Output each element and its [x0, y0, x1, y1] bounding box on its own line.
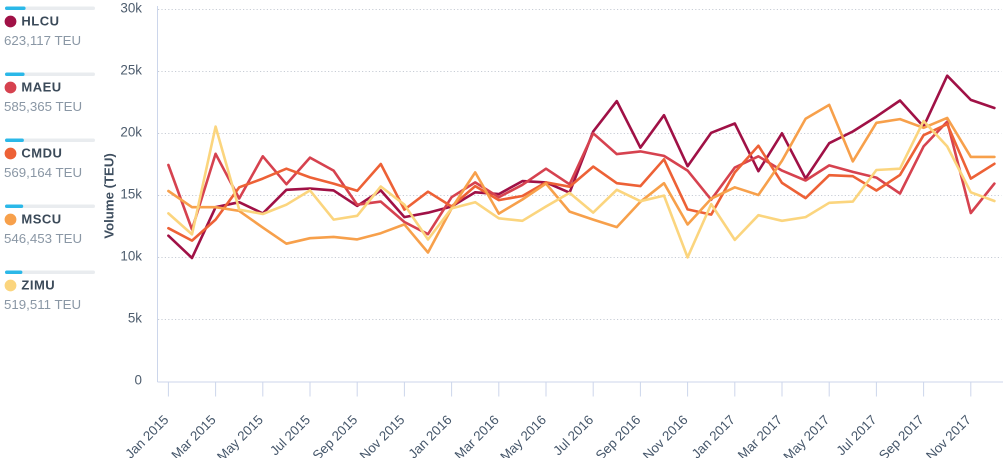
- svg-text:Nov 2017: Nov 2017: [923, 412, 974, 458]
- svg-text:Mar 2015: Mar 2015: [168, 412, 218, 458]
- svg-text:5k: 5k: [128, 311, 142, 326]
- svg-text:Mar 2016: Mar 2016: [452, 412, 502, 458]
- svg-text:20k: 20k: [120, 125, 142, 140]
- svg-text:May 2017: May 2017: [780, 412, 832, 458]
- svg-text:15k: 15k: [120, 187, 142, 202]
- svg-text:MSCU: MSCU: [21, 211, 61, 226]
- svg-text:30k: 30k: [120, 1, 142, 16]
- svg-text:Jul 2017: Jul 2017: [833, 412, 879, 458]
- svg-text:May 2016: May 2016: [497, 412, 549, 458]
- svg-text:Sep 2016: Sep 2016: [593, 412, 644, 458]
- svg-text:10k: 10k: [120, 249, 142, 264]
- svg-text:Nov 2016: Nov 2016: [640, 412, 691, 458]
- svg-text:Jan 2015: Jan 2015: [122, 412, 171, 458]
- svg-text:546,453 TEU: 546,453 TEU: [4, 231, 82, 246]
- svg-text:Sep 2017: Sep 2017: [876, 412, 927, 458]
- svg-text:Mar 2017: Mar 2017: [735, 412, 785, 458]
- svg-text:25k: 25k: [120, 63, 142, 78]
- svg-text:MAEU: MAEU: [21, 79, 61, 94]
- svg-text:May 2015: May 2015: [214, 412, 266, 458]
- svg-text:Sep 2015: Sep 2015: [309, 412, 360, 458]
- svg-text:HLCU: HLCU: [21, 13, 59, 28]
- svg-text:ZIMU: ZIMU: [21, 277, 55, 292]
- svg-text:Jan 2016: Jan 2016: [405, 412, 454, 458]
- svg-text:CMDU: CMDU: [21, 145, 62, 160]
- svg-text:519,511 TEU: 519,511 TEU: [4, 297, 81, 312]
- svg-text:623,117 TEU: 623,117 TEU: [4, 33, 81, 48]
- svg-text:Jul 2015: Jul 2015: [267, 412, 313, 458]
- svg-text:Jan 2017: Jan 2017: [689, 412, 738, 458]
- svg-text:Jul 2016: Jul 2016: [550, 412, 596, 458]
- svg-text:Nov 2015: Nov 2015: [357, 412, 408, 458]
- svg-text:0: 0: [135, 373, 142, 388]
- svg-text:569,164 TEU: 569,164 TEU: [4, 165, 82, 180]
- svg-text:585,365 TEU: 585,365 TEU: [4, 99, 82, 114]
- svg-text:Volume (TEU): Volume (TEU): [102, 153, 117, 238]
